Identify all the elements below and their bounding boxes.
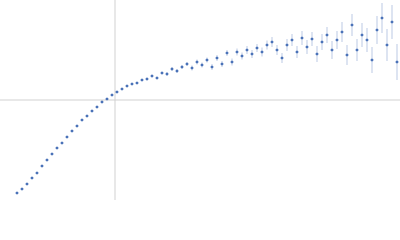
data-point bbox=[15, 191, 19, 195]
data-point bbox=[160, 71, 164, 75]
data-point bbox=[45, 158, 49, 162]
data-point bbox=[250, 52, 254, 56]
data-point bbox=[125, 84, 129, 88]
data-point bbox=[40, 164, 44, 168]
data-point bbox=[180, 65, 184, 69]
data-point bbox=[285, 43, 289, 47]
data-point bbox=[365, 38, 369, 42]
data-point bbox=[25, 182, 29, 186]
data-point bbox=[110, 93, 114, 97]
data-point bbox=[145, 77, 149, 81]
data-point bbox=[215, 56, 219, 60]
data-point bbox=[80, 118, 84, 122]
data-point bbox=[360, 33, 364, 37]
data-point bbox=[235, 50, 239, 54]
data-point bbox=[85, 114, 89, 118]
data-point bbox=[35, 171, 39, 175]
data-point bbox=[290, 38, 294, 42]
data-point bbox=[210, 65, 214, 69]
data-point bbox=[345, 53, 349, 57]
data-point bbox=[200, 63, 204, 67]
data-point bbox=[105, 97, 109, 101]
data-point bbox=[225, 51, 229, 55]
data-point bbox=[260, 50, 264, 54]
data-point bbox=[155, 76, 159, 80]
data-point bbox=[220, 62, 224, 66]
data-point bbox=[140, 78, 144, 82]
data-point bbox=[335, 38, 339, 42]
data-point bbox=[120, 87, 124, 91]
data-point bbox=[55, 146, 59, 150]
data-point bbox=[70, 129, 74, 133]
data-point bbox=[20, 187, 24, 191]
data-point bbox=[60, 141, 64, 145]
data-point bbox=[185, 62, 189, 66]
data-point bbox=[300, 36, 304, 40]
data-point bbox=[130, 82, 134, 86]
data-point bbox=[30, 176, 34, 180]
page: (() => { const data = JSON.parse(documen… bbox=[0, 0, 400, 200]
data-point bbox=[170, 67, 174, 71]
data-point bbox=[195, 60, 199, 64]
data-point bbox=[65, 135, 69, 139]
data-point bbox=[175, 69, 179, 73]
data-point bbox=[150, 74, 154, 78]
data-point bbox=[295, 50, 299, 54]
data-point bbox=[395, 60, 399, 64]
data-point bbox=[310, 37, 314, 41]
data-point bbox=[320, 40, 324, 44]
data-point bbox=[280, 56, 284, 60]
data-point bbox=[340, 30, 344, 34]
data-point bbox=[255, 46, 259, 50]
data-point bbox=[355, 48, 359, 52]
data-point bbox=[90, 109, 94, 113]
data-point bbox=[375, 28, 379, 32]
data-point bbox=[380, 16, 384, 20]
data-point bbox=[135, 81, 139, 85]
data-point bbox=[370, 58, 374, 62]
data-point bbox=[95, 105, 99, 109]
data-point bbox=[315, 52, 319, 56]
data-point bbox=[230, 60, 234, 64]
data-point bbox=[330, 48, 334, 52]
data-point bbox=[385, 43, 389, 47]
data-point bbox=[115, 90, 119, 94]
data-point bbox=[75, 124, 79, 128]
data-point bbox=[50, 152, 54, 156]
chart bbox=[0, 0, 400, 200]
data-point bbox=[270, 40, 274, 44]
data-point bbox=[205, 58, 209, 62]
data-point bbox=[275, 48, 279, 52]
data-point bbox=[245, 48, 249, 52]
data-point bbox=[240, 54, 244, 58]
data-point bbox=[265, 43, 269, 47]
data-point bbox=[190, 66, 194, 70]
data-point bbox=[165, 72, 169, 76]
data-point bbox=[325, 33, 329, 37]
data-point bbox=[390, 20, 394, 24]
data-point bbox=[350, 23, 354, 27]
data-point bbox=[305, 45, 309, 49]
data-point bbox=[100, 100, 104, 104]
